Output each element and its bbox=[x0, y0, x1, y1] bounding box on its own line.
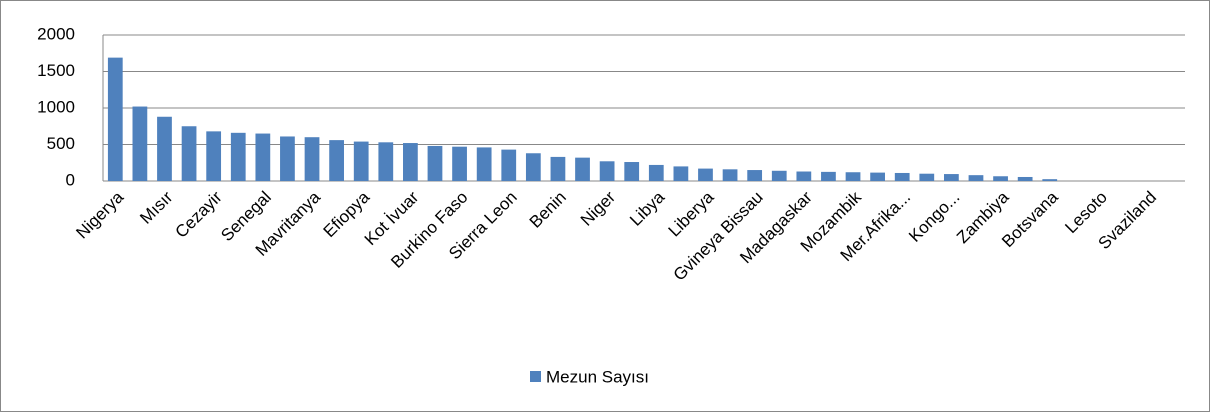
bar bbox=[107, 57, 123, 181]
y-tick-label: 0 bbox=[66, 170, 75, 189]
bar bbox=[255, 133, 271, 181]
y-tick-label: 1500 bbox=[37, 61, 75, 80]
legend-swatch bbox=[530, 371, 541, 382]
bar bbox=[845, 172, 861, 181]
bar bbox=[944, 174, 959, 181]
bar bbox=[329, 140, 344, 181]
bar bbox=[206, 131, 222, 181]
bar bbox=[1017, 176, 1033, 181]
legend-label: Mezun Sayısı bbox=[546, 367, 649, 386]
bar bbox=[280, 136, 295, 181]
bar bbox=[378, 142, 394, 181]
bar bbox=[1042, 179, 1058, 181]
bar bbox=[919, 173, 935, 181]
bar bbox=[796, 171, 812, 181]
bar bbox=[698, 168, 713, 181]
bar bbox=[304, 137, 320, 181]
bar bbox=[993, 176, 1008, 181]
bar bbox=[894, 172, 910, 181]
y-tick-label: 1000 bbox=[37, 97, 75, 116]
bar bbox=[550, 156, 566, 181]
bar bbox=[747, 170, 763, 181]
bar bbox=[673, 166, 689, 181]
bar bbox=[427, 145, 443, 181]
bar bbox=[157, 116, 172, 181]
bar bbox=[132, 106, 148, 181]
bar bbox=[525, 153, 541, 181]
bar bbox=[648, 164, 664, 181]
bar bbox=[476, 147, 492, 181]
bar bbox=[599, 161, 615, 181]
bar bbox=[230, 132, 246, 181]
bar bbox=[722, 169, 738, 181]
bar bbox=[501, 149, 517, 181]
bar bbox=[968, 175, 984, 181]
bar bbox=[181, 126, 197, 181]
bar bbox=[771, 170, 787, 181]
bar bbox=[353, 141, 369, 181]
y-tick-label: 2000 bbox=[37, 24, 75, 43]
bar bbox=[403, 143, 418, 181]
bar bbox=[821, 171, 836, 181]
y-tick-label: 500 bbox=[47, 134, 75, 153]
bar bbox=[870, 172, 885, 181]
bar bbox=[624, 162, 640, 181]
bar bbox=[452, 146, 467, 181]
bar bbox=[575, 157, 590, 181]
